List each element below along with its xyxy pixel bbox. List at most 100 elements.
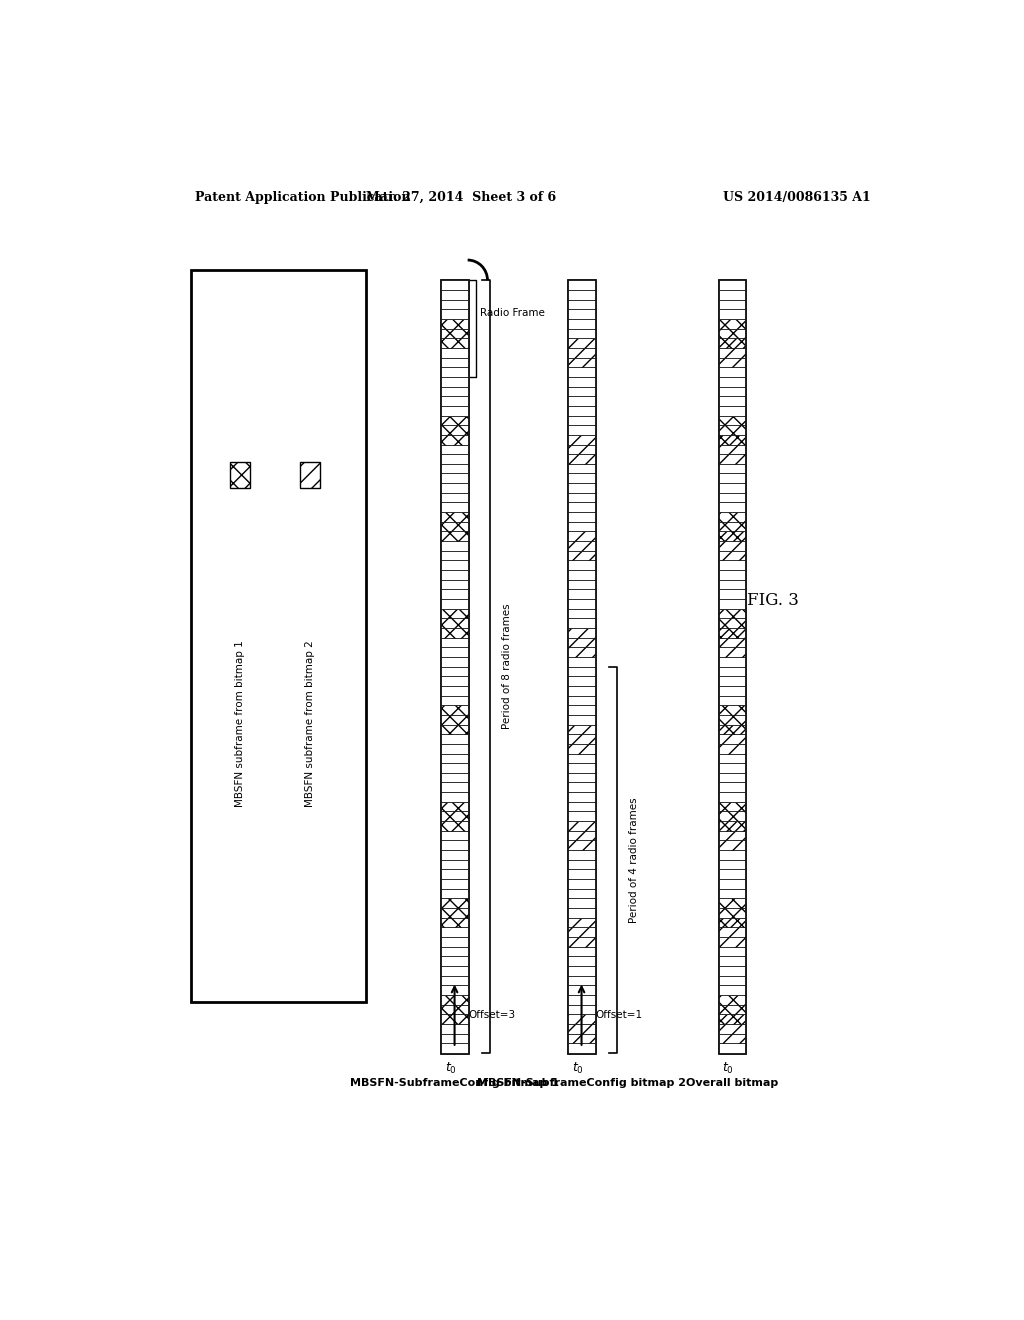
Bar [719,1043,745,1053]
Bar [568,378,595,387]
Text: Period of 8 radio frames: Period of 8 radio frames [502,603,512,730]
Bar [568,657,595,667]
Bar [568,888,595,899]
Bar [719,715,745,725]
Bar [719,928,745,937]
Bar [230,462,250,488]
Bar [568,725,595,734]
Bar [441,841,468,850]
Bar [719,705,745,715]
Bar [568,705,595,715]
Bar [719,676,745,686]
Bar [441,387,468,396]
Bar [719,1014,745,1024]
Bar [441,463,468,474]
Bar [441,599,468,609]
Bar [441,792,468,801]
Bar [719,647,745,657]
Bar [719,657,745,667]
Text: $t_0$: $t_0$ [571,1061,584,1076]
Bar [568,532,595,541]
Bar [719,579,745,589]
Bar [441,405,468,416]
Bar [719,512,745,521]
Bar [719,609,745,618]
Bar [441,290,468,300]
Bar [568,830,595,841]
Bar [719,937,745,946]
Bar [441,300,468,309]
Bar [568,474,595,483]
Bar [568,676,595,686]
Bar [441,492,468,503]
Bar [719,618,745,628]
Bar [719,899,745,908]
Bar [568,396,595,405]
Bar [568,579,595,589]
Bar [441,378,468,387]
Bar [568,367,595,378]
Bar [191,271,367,1002]
Bar [441,966,468,975]
Bar [568,387,595,396]
Bar [719,561,745,570]
Bar [441,445,468,454]
Bar [441,821,468,830]
Text: Period of 4 radio frames: Period of 4 radio frames [629,797,639,923]
Bar [568,734,595,744]
Bar [719,870,745,879]
Bar [719,995,745,1005]
Text: MBSFN subframe from bitmap 1: MBSFN subframe from bitmap 1 [236,640,246,808]
Bar [441,985,468,995]
Bar [441,609,468,618]
Bar [568,463,595,474]
Bar [719,319,745,329]
Text: FIG. 3: FIG. 3 [748,593,799,609]
Bar [568,638,595,647]
Bar [441,638,468,647]
Text: MBSFN-SubframeConfig bitmap 1: MBSFN-SubframeConfig bitmap 1 [350,1078,559,1088]
Bar [568,899,595,908]
Bar [568,618,595,628]
Bar [441,1014,468,1024]
Bar [719,416,745,425]
Bar [441,975,468,985]
Bar [719,387,745,396]
Bar [441,1024,468,1034]
Bar [568,425,595,434]
Bar [441,734,468,744]
Bar [568,280,595,290]
Bar [719,378,745,387]
Bar [719,754,745,763]
Bar [719,329,745,338]
Bar [719,280,745,1053]
Bar [568,541,595,550]
Bar [441,715,468,725]
Bar [568,434,595,445]
Bar [719,445,745,454]
Bar [719,570,745,579]
Bar [568,503,595,512]
Bar [719,841,745,850]
Bar [441,589,468,599]
Bar [568,521,595,532]
Bar [441,319,468,329]
Bar [568,405,595,416]
Bar [568,454,595,463]
Bar [719,434,745,445]
Bar [441,686,468,696]
Bar [441,995,468,1005]
Text: US 2014/0086135 A1: US 2014/0086135 A1 [723,190,871,203]
Bar [568,280,595,1053]
Text: MBSFN subframe from bitmap 2: MBSFN subframe from bitmap 2 [305,640,315,808]
Bar [441,744,468,754]
Bar [441,416,468,425]
Bar [568,309,595,319]
Bar [719,879,745,888]
Bar [719,454,745,463]
Bar [441,329,468,338]
Bar [719,888,745,899]
Bar [441,338,468,348]
Bar [719,725,745,734]
Bar [441,888,468,899]
